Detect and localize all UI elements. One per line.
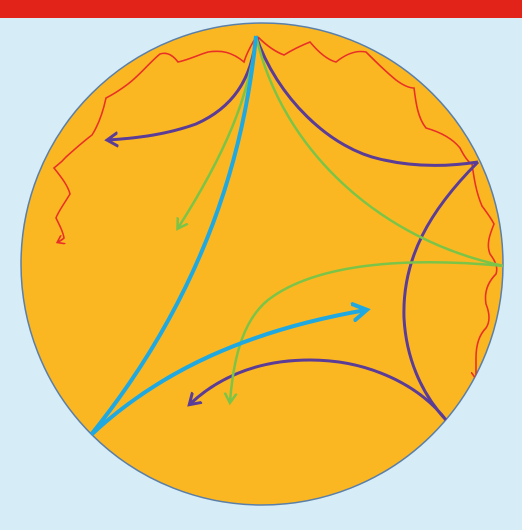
red-curve-left <box>52 36 257 242</box>
purple-curve-bottom <box>190 358 448 421</box>
red-curves <box>52 36 498 378</box>
red-curve-right <box>257 36 498 378</box>
top-accent-bar <box>0 0 522 18</box>
purple-curve-upper-right <box>254 35 479 167</box>
purple-curves <box>108 35 480 422</box>
blue-curve-arrow <box>88 310 366 438</box>
purple-curve-right-arc <box>402 160 480 422</box>
green-curve-lower <box>230 261 503 402</box>
green-curve-right <box>254 35 503 268</box>
purple-curve-upper-left <box>108 35 258 140</box>
poincare-disk <box>20 22 504 506</box>
blue-curve-long <box>88 35 258 438</box>
blue-curves <box>88 35 366 438</box>
